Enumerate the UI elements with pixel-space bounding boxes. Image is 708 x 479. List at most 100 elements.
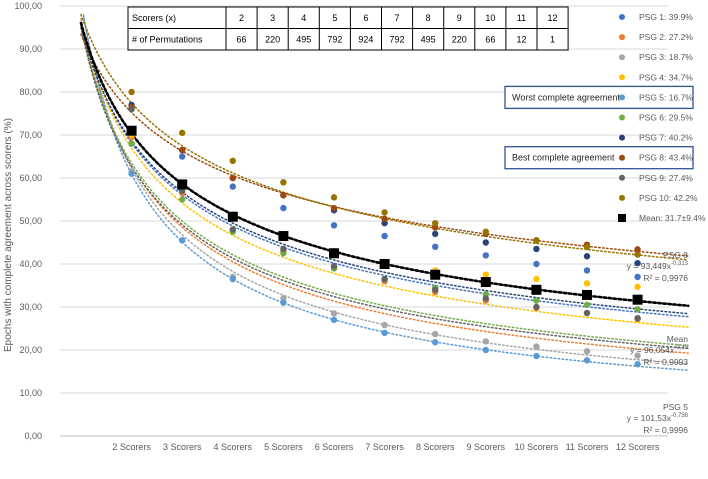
legend-marker (619, 14, 625, 20)
table-cell: 11 (517, 13, 526, 23)
legend-marker (619, 134, 625, 141)
x-tick-label: 3 Scorers (163, 442, 202, 452)
psg-1-point (432, 243, 439, 250)
psg-5-point (330, 316, 338, 324)
psg-10-point (179, 129, 186, 137)
mean-point (582, 289, 592, 300)
psg-1-point (179, 153, 186, 160)
y-tick-label: 20,00 (19, 345, 42, 355)
psg-5-point (482, 346, 489, 354)
psg-8-point (381, 215, 388, 223)
table-cell: 495 (421, 35, 436, 45)
table-cell: 1 (550, 35, 555, 45)
table-cell: 4 (301, 13, 306, 23)
trendline-psg-4 (80, 22, 689, 328)
legend: PSG 1: 39.9% PSG 2: 27.2% PSG 3: 18.7% PSG … (618, 12, 706, 223)
legend-marker (619, 74, 625, 81)
trendline-psg-1 (80, 26, 689, 318)
legend-marker (619, 194, 625, 201)
table-cell: 9 (457, 13, 462, 23)
psg-5-point (583, 357, 591, 364)
psg-10-point (583, 243, 591, 250)
table-cell: 5 (332, 13, 337, 23)
psg-6-point (179, 196, 186, 203)
fit-r2: R² = 0,9993 (643, 357, 688, 367)
trendlines (79, 13, 690, 371)
psg-5-point (280, 299, 287, 306)
legend-entry: PSG 10: 42.2% (639, 193, 698, 203)
mean-point (480, 277, 491, 288)
psg-10-point (381, 209, 388, 216)
table-cell: 8 (426, 13, 431, 23)
legend-marker (618, 214, 626, 222)
legend-entry: PSG 1: 39.9% (639, 12, 693, 22)
legend-entry: PSG 6: 29.5% (639, 113, 693, 123)
fit-label: PSG 8 (663, 250, 688, 260)
trendline-psg-2 (80, 18, 689, 354)
trendline-psg-5 (82, 14, 689, 371)
table-cell: 66 (485, 35, 495, 45)
y-tick-label: 60,00 (19, 173, 42, 183)
psg-4-point (482, 271, 489, 278)
psg-9-point (432, 286, 439, 293)
psg-7-point (533, 245, 540, 253)
gridlines (60, 5, 668, 437)
psg-6-point (634, 305, 641, 313)
table-cell: 3 (270, 13, 275, 23)
table-cell: 7 (395, 13, 400, 23)
psg-10-point (432, 219, 439, 227)
psg-1-point (583, 267, 591, 274)
psg-5-point (432, 339, 439, 346)
mean-point (632, 294, 643, 305)
psg-9-point (330, 262, 338, 270)
legend-entry: PSG 3: 18.7% (639, 52, 693, 62)
psg-4-point (533, 275, 540, 283)
y-tick-label: 50,00 (19, 216, 42, 226)
psg-3-point (432, 330, 439, 338)
y-tick-label: 80,00 (19, 87, 42, 97)
trendline-psg-3 (82, 15, 689, 365)
psg-7-point (634, 259, 641, 267)
psg-5-point (381, 329, 388, 336)
psg-10-point (330, 194, 338, 201)
legend-marker (619, 174, 625, 181)
trendline-psg-9 (80, 26, 689, 350)
psg-5-point (634, 360, 641, 368)
psg-7-point (482, 239, 489, 246)
y-tick-label: 70,00 (19, 130, 42, 140)
fit-r2: R² = 0,9996 (643, 425, 688, 435)
psg-3-point (533, 343, 540, 350)
mean-point (227, 211, 238, 222)
psg-7-point (583, 253, 591, 260)
x-tick-label: 2 Scorers (112, 442, 151, 452)
x-tick-labels: 2 Scorers 3 Scorers 4 Scorers 5 Scorers 6 Sc… (112, 442, 660, 452)
psg-10-point (482, 228, 489, 235)
psg-3-point (634, 352, 641, 359)
fit-equation: y = 101,53x-0,738 (627, 413, 689, 423)
legend-entry: PSG 4: 34.7% (639, 72, 693, 82)
y-tick-label: 30,00 (19, 302, 42, 312)
trendline-psg-7 (80, 26, 689, 315)
fit-label: PSG 5 (663, 402, 688, 412)
psg-3-point (381, 321, 388, 329)
table-cell: 12 (516, 35, 526, 45)
psg-8-point (634, 246, 641, 253)
fit-equation: y = 96,054x-0,45 (630, 345, 689, 355)
legend-entry: Mean: 31.7±9.4% (639, 213, 706, 223)
x-tick-label: 10 Scorers (515, 442, 559, 452)
table-cell: 924 (358, 35, 373, 45)
mean-point (278, 231, 289, 242)
legend-entry: PSG 2: 27.2% (639, 32, 693, 42)
psg-10-point (533, 237, 540, 244)
x-tick-label: 6 Scorers (315, 442, 354, 452)
legend-entry: PSG 8: 43.4% (639, 153, 693, 163)
y-tick-label: 40,00 (19, 259, 42, 269)
psg-6-point (533, 297, 540, 304)
psg-9-point (533, 303, 540, 311)
table-cell: 220 (452, 35, 467, 45)
x-tick-label: 12 Scorers (616, 442, 660, 452)
psg-9-point (128, 106, 135, 113)
psg-1-point (229, 183, 236, 190)
